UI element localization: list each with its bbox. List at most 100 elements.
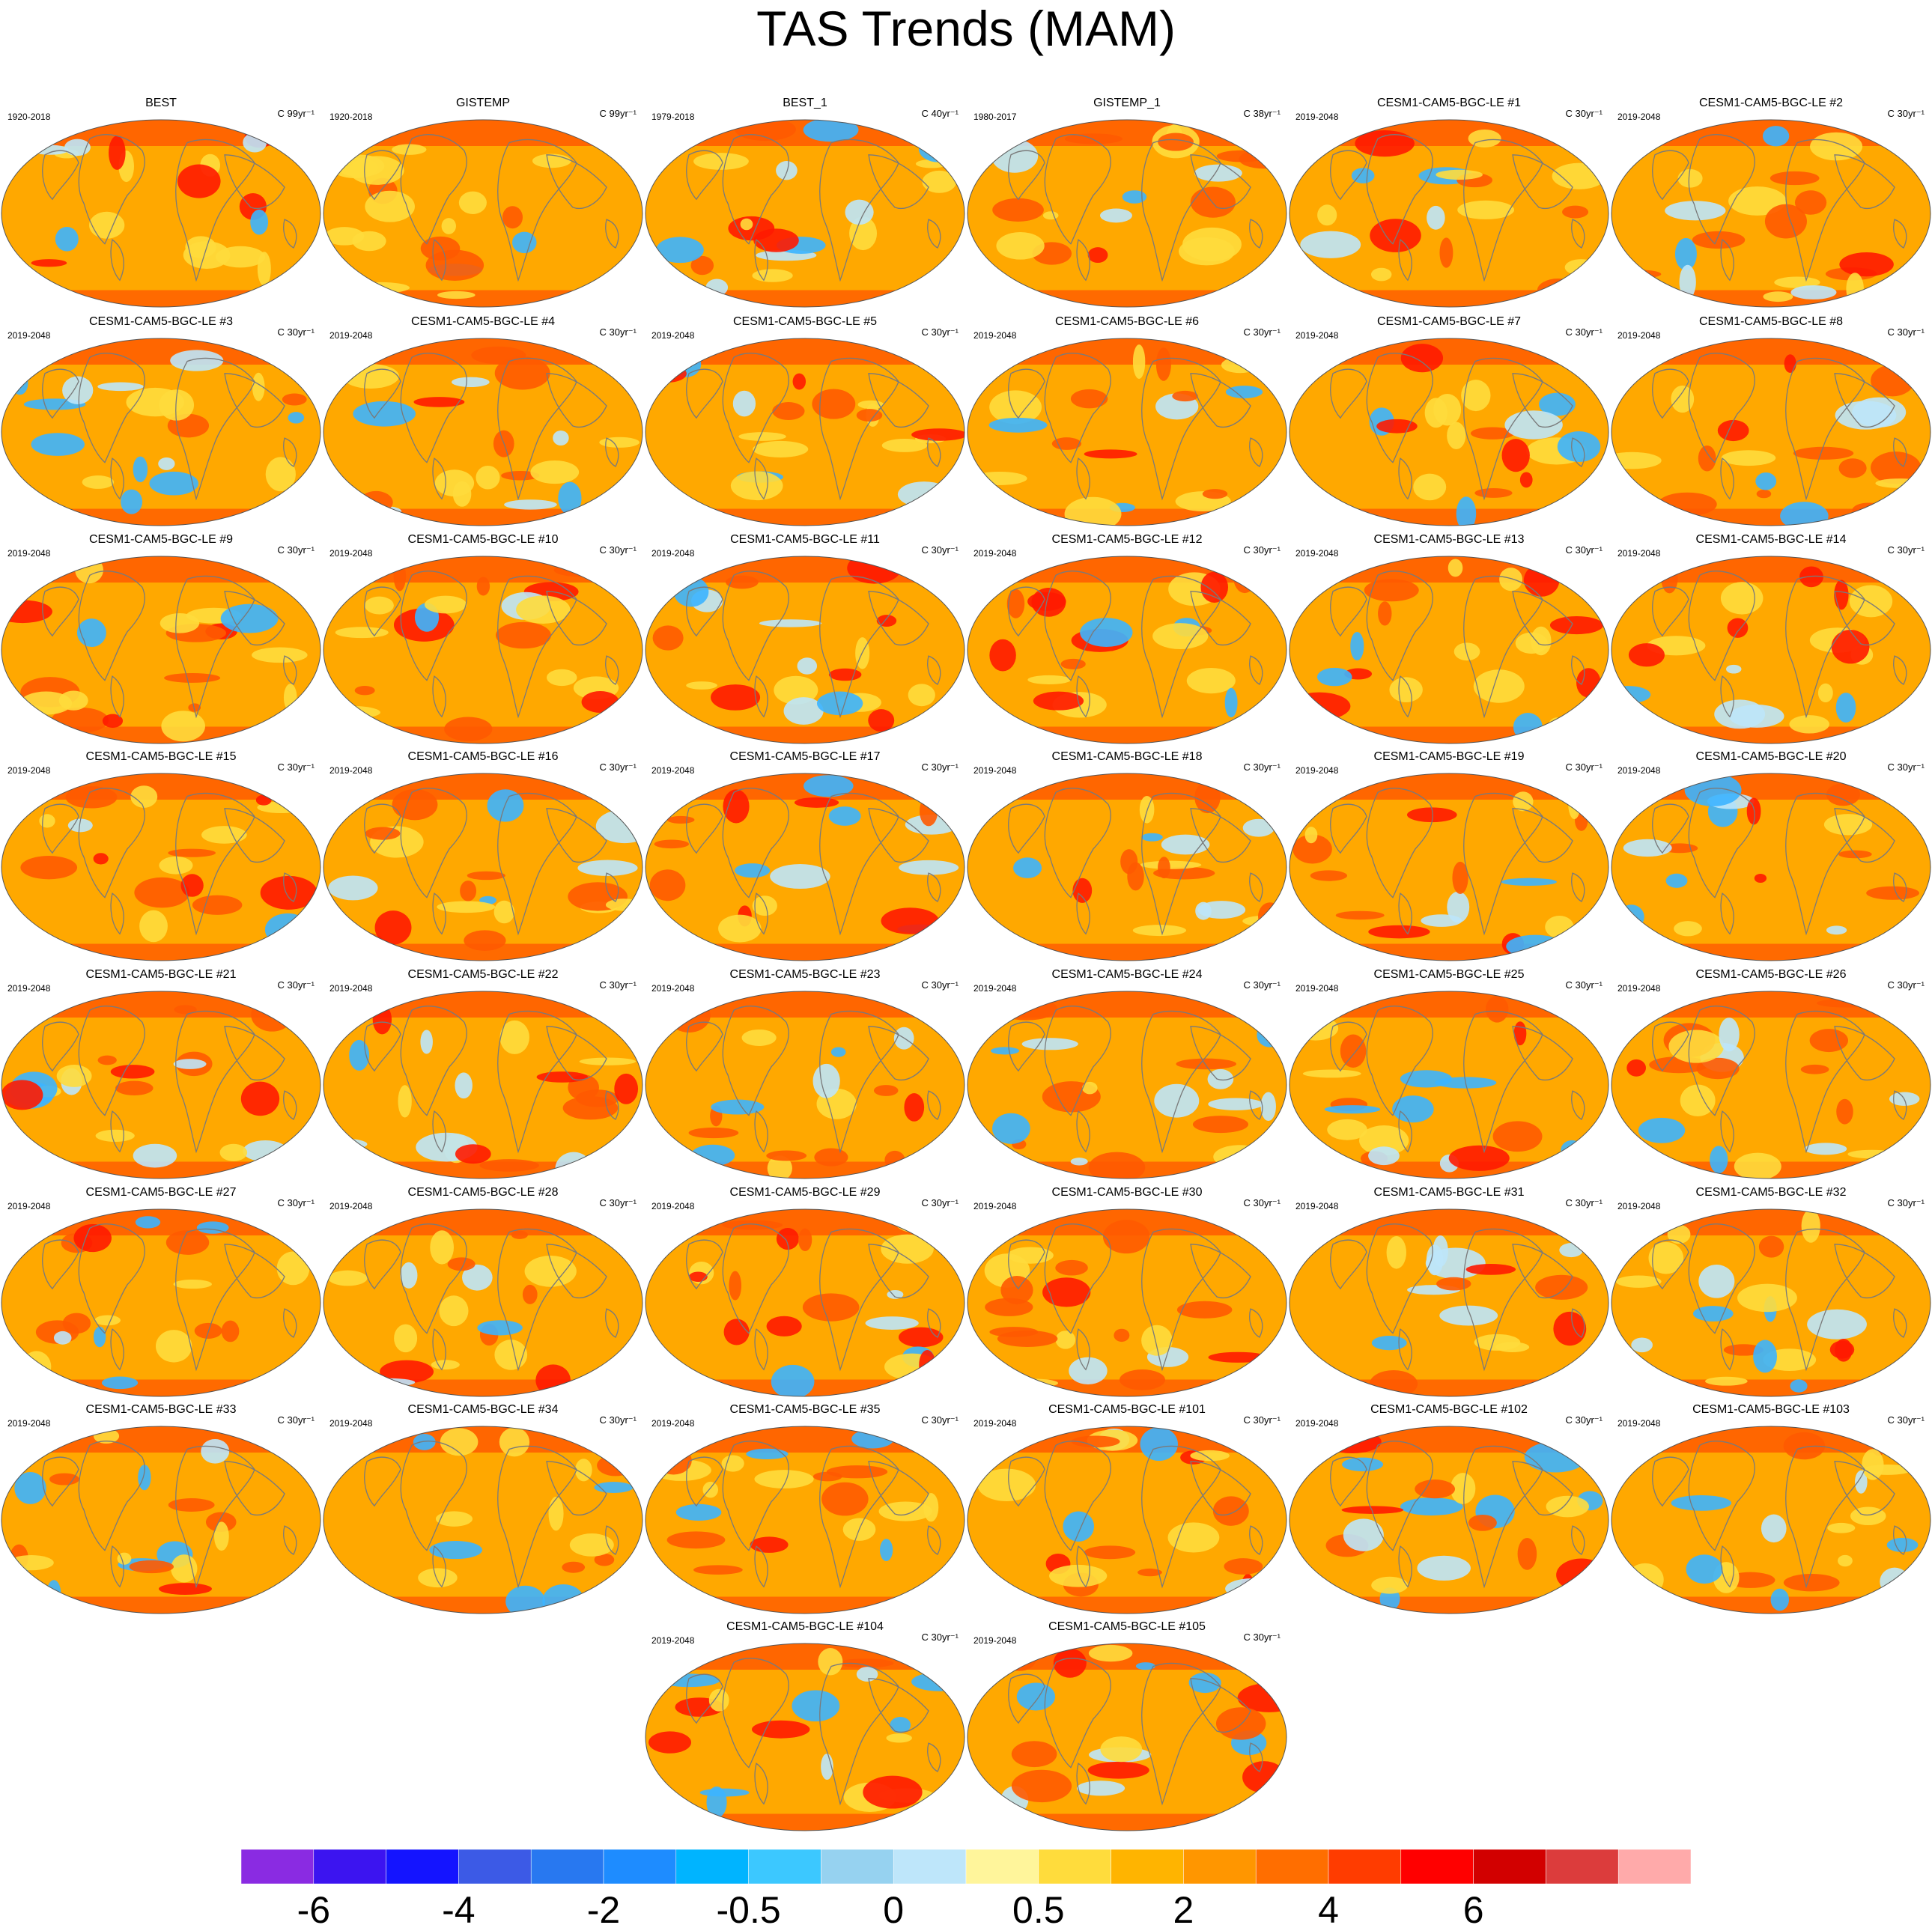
map-panel: CESM1-CAM5-BGC-LE #17 2019-2048 C 30yr⁻¹ [644,749,966,967]
trend-map [645,556,965,744]
panel-units: C 30yr⁻¹ [1887,1197,1925,1208]
map-panel: CESM1-CAM5-BGC-LE #20 2019-2048 C 30yr⁻¹ [1610,749,1932,967]
map-panel: CESM1-CAM5-BGC-LE #30 2019-2048 C 30yr⁻¹ [966,1185,1288,1402]
trend-map [645,1643,965,1831]
map-panel: CESM1-CAM5-BGC-LE #35 2019-2048 C 30yr⁻¹ [644,1402,966,1620]
panel-title: CESM1-CAM5-BGC-LE #9 [88,533,234,546]
trend-map [1,1208,321,1397]
panel-title: CESM1-CAM5-BGC-LE #21 [85,968,237,981]
map-panel: CESM1-CAM5-BGC-LE #23 2019-2048 C 30yr⁻¹ [644,967,966,1185]
panel-period: 2019-2048 [1295,548,1339,559]
colorbar-box [1328,1849,1402,1884]
map-panel: CESM1-CAM5-BGC-LE #21 2019-2048 C 30yr⁻¹ [0,967,322,1185]
panel-units: C 30yr⁻¹ [1887,979,1925,991]
panel-period: 2019-2048 [651,983,695,994]
panel-units: C 30yr⁻¹ [277,1414,315,1426]
panel-title: CESM1-CAM5-BGC-LE #10 [407,533,559,546]
panel-title: CESM1-CAM5-BGC-LE #104 [726,1620,884,1633]
trend-map [1611,556,1931,744]
trend-map [645,119,965,308]
map-panel: CESM1-CAM5-BGC-LE #34 2019-2048 C 30yr⁻¹ [322,1402,644,1620]
colorbar-box [313,1849,386,1884]
panel-period: 1920-2018 [329,112,373,122]
trend-map [323,556,643,744]
trend-map [1289,1426,1609,1614]
panel-period: 2019-2048 [1295,1201,1339,1211]
panel-period: 2019-2048 [1295,765,1339,776]
panel-title: CESM1-CAM5-BGC-LE #1 [1376,97,1522,109]
panel-period: 2019-2048 [329,1201,373,1211]
map-panel: CESM1-CAM5-BGC-LE #24 2019-2048 C 30yr⁻¹ [966,967,1288,1185]
panel-units: C 30yr⁻¹ [1243,979,1281,991]
panel-title: CESM1-CAM5-BGC-LE #16 [407,750,559,763]
panel-period: 2019-2048 [651,1418,695,1429]
colorbar-tick-label: -4 [442,1889,476,1931]
map-panel: CESM1-CAM5-BGC-LE #6 2019-2048 C 30yr⁻¹ [966,314,1288,532]
panel-units: C 30yr⁻¹ [1565,761,1603,773]
panel-title: CESM1-CAM5-BGC-LE #25 [1373,968,1525,981]
panel-units: C 30yr⁻¹ [1243,1197,1281,1208]
panel-period: 2019-2048 [1617,765,1661,776]
panel-period: 2019-2048 [973,330,1017,341]
colorbar-box [1111,1849,1184,1884]
panel-units: C 30yr⁻¹ [599,544,637,556]
panel-units: C 40yr⁻¹ [921,108,959,119]
colorbar-tick-label: 2 [1173,1889,1194,1931]
map-panel: CESM1-CAM5-BGC-LE #32 2019-2048 C 30yr⁻¹ [1610,1185,1932,1402]
panel-units: C 30yr⁻¹ [921,1197,959,1208]
trend-map [967,119,1287,308]
panel-units: C 30yr⁻¹ [1243,326,1281,338]
panel-title: CESM1-CAM5-BGC-LE #28 [407,1186,559,1199]
panel-period: 2019-2048 [329,548,373,559]
colorbar-box [1400,1849,1474,1884]
colorbar-box [893,1849,967,1884]
panel-title: CESM1-CAM5-BGC-LE #2 [1698,97,1844,109]
panel-units: C 30yr⁻¹ [1887,108,1925,119]
colorbar-box [965,1849,1039,1884]
trend-map [967,556,1287,744]
panel-title: CESM1-CAM5-BGC-LE #19 [1373,750,1525,763]
map-panel: CESM1-CAM5-BGC-LE #19 2019-2048 C 30yr⁻¹ [1288,749,1610,967]
map-panel: CESM1-CAM5-BGC-LE #33 2019-2048 C 30yr⁻¹ [0,1402,322,1620]
colorbar [241,1849,1691,1884]
panel-units: C 30yr⁻¹ [1565,1197,1603,1208]
panel-title: CESM1-CAM5-BGC-LE #15 [85,750,237,763]
panel-title: CESM1-CAM5-BGC-LE #20 [1695,750,1847,763]
panel-title: CESM1-CAM5-BGC-LE #6 [1054,315,1200,328]
trend-map [1289,773,1609,961]
colorbar-box [1038,1849,1111,1884]
trend-map [967,991,1287,1179]
trend-map [645,991,965,1179]
map-panel: CESM1-CAM5-BGC-LE #3 2019-2048 C 30yr⁻¹ [0,314,322,532]
trend-map [1,556,321,744]
colorbar-tick-label: -2 [586,1889,621,1931]
trend-map [645,338,965,526]
panel-units: C 30yr⁻¹ [277,1197,315,1208]
panel-units: C 38yr⁻¹ [1243,108,1281,119]
panel-units: C 30yr⁻¹ [599,761,637,773]
panel-period: 2019-2048 [1617,548,1661,559]
map-panel: CESM1-CAM5-BGC-LE #14 2019-2048 C 30yr⁻¹ [1610,532,1932,749]
panel-period: 2019-2048 [7,765,51,776]
colorbar-tick-label: 6 [1462,1889,1484,1931]
trend-map [1289,556,1609,744]
map-panel: CESM1-CAM5-BGC-LE #16 2019-2048 C 30yr⁻¹ [322,749,644,967]
trend-map [967,1643,1287,1831]
colorbar-box [1183,1849,1257,1884]
map-panel: CESM1-CAM5-BGC-LE #1 2019-2048 C 30yr⁻¹ [1288,96,1610,313]
trend-map [1611,1208,1931,1397]
panel-period: 2019-2048 [1617,983,1661,994]
panel-units: C 30yr⁻¹ [1565,979,1603,991]
panel-units: C 30yr⁻¹ [1887,326,1925,338]
colorbar-tick-label: -0.5 [716,1889,781,1931]
map-panel: BEST_1 1979-2018 C 40yr⁻¹ [644,96,966,313]
panel-period: 2019-2048 [7,1418,51,1429]
trend-map [1611,1426,1931,1614]
colorbar-box [1473,1849,1546,1884]
panel-period: 2019-2048 [1295,112,1339,122]
trend-map [1611,773,1931,961]
panel-units: C 30yr⁻¹ [1565,544,1603,556]
panel-period: 2019-2048 [7,330,51,341]
panel-title: CESM1-CAM5-BGC-LE #33 [85,1403,237,1416]
panel-title: BEST [145,97,177,109]
